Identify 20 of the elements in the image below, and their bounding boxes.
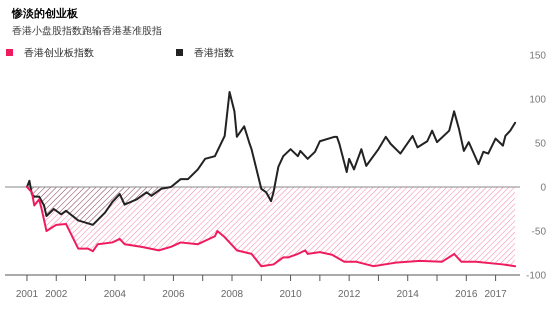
x-tick-label: 2014 xyxy=(396,289,420,300)
x-tick-label: 2006 xyxy=(162,289,185,300)
legend-label: 香港指数 xyxy=(194,47,234,59)
chart-title: 惨淡的创业板 xyxy=(11,7,79,20)
y-tick-label: -100 xyxy=(526,270,546,282)
y-tick-label: 0 xyxy=(540,182,546,194)
x-tick-label: 2004 xyxy=(104,289,126,300)
legend-label: 香港创业板指数 xyxy=(24,47,94,59)
x-tick-label: 2016 xyxy=(455,289,478,300)
x-tick-label: 2010 xyxy=(279,289,302,300)
x-tick-label: 2012 xyxy=(338,289,361,300)
y-tick-label: -50 xyxy=(532,226,546,238)
y-tick-label: 100 xyxy=(529,94,546,106)
y-tick-label: 50 xyxy=(534,138,546,150)
y-tick-label: 150 xyxy=(529,50,546,62)
x-tick-label: 2001 xyxy=(16,289,39,300)
x-tick-label: 2002 xyxy=(45,289,68,300)
x-tick-label: 2017 xyxy=(484,289,508,300)
chart-subtitle: 香港小盘股指数跑输香港基准股指 xyxy=(12,25,162,37)
x-tick-label: 2008 xyxy=(220,289,244,300)
